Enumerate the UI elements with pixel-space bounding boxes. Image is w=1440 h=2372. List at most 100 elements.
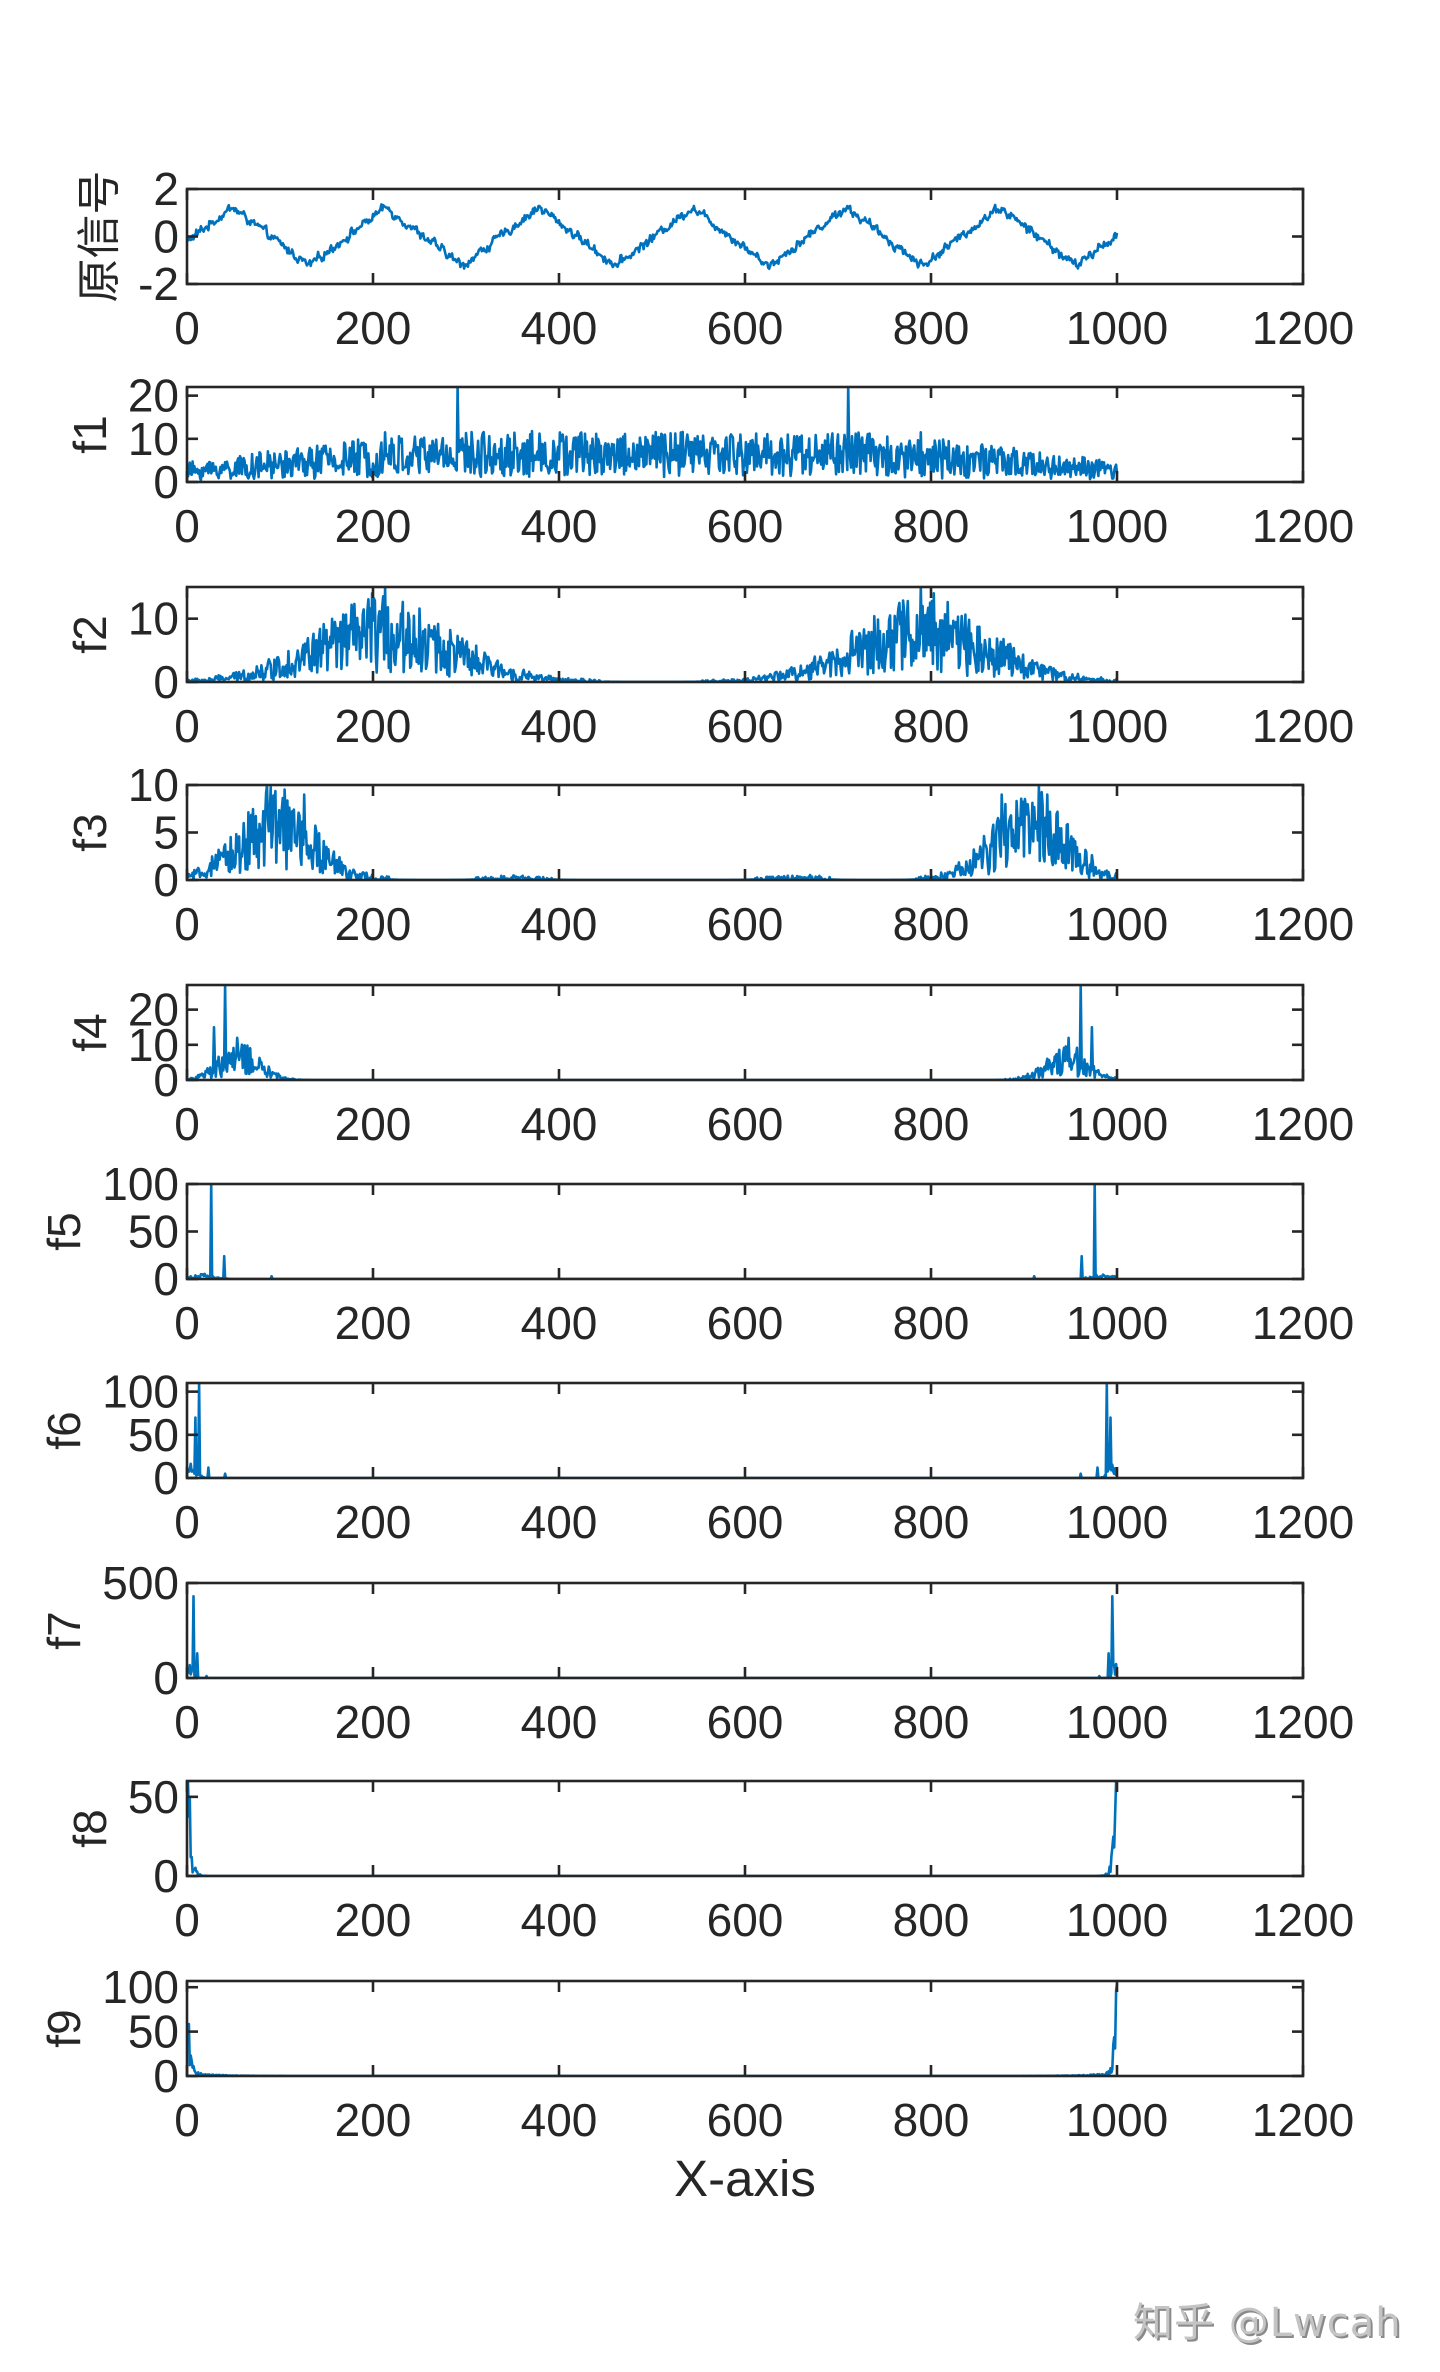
y-axis-label: f9	[38, 2009, 90, 2047]
x-tick-label: 600	[707, 2094, 784, 2146]
y-axis-label: f4	[64, 1013, 116, 1051]
x-tick-label: 1000	[1066, 1098, 1168, 1150]
x-tick-label: 1000	[1066, 302, 1168, 354]
y-tick-label: 2	[153, 163, 179, 215]
y-axis-label: f3	[64, 813, 116, 851]
x-tick-label: 1000	[1066, 1894, 1168, 1946]
x-tick-label: 600	[707, 1696, 784, 1748]
x-tick-label: 400	[521, 1696, 598, 1748]
x-tick-label: 800	[893, 2094, 970, 2146]
x-tick-label: 600	[707, 700, 784, 752]
x-tick-label: 800	[893, 1894, 970, 1946]
y-tick-label: 0	[153, 1652, 179, 1704]
y-tick-label: 0	[153, 656, 179, 708]
y-tick-label: 0	[153, 2050, 179, 2102]
data-line	[187, 785, 1118, 880]
x-tick-label: 600	[707, 1496, 784, 1548]
x-tick-label: 1200	[1252, 500, 1354, 552]
data-line	[187, 1781, 1118, 1876]
x-tick-label: 400	[521, 1894, 598, 1946]
axes-box	[185, 1779, 1305, 1878]
x-tick-label: 1200	[1252, 2094, 1354, 2146]
x-tick-label: 600	[707, 1098, 784, 1150]
x-tick-label: 400	[521, 1297, 598, 1349]
y-tick-label: 10	[128, 1019, 179, 1071]
x-tick-label: 800	[893, 500, 970, 552]
x-tick-label: 1000	[1066, 2094, 1168, 2146]
axes-box	[185, 1182, 1305, 1281]
x-tick-label: 0	[174, 1696, 200, 1748]
x-tick-label: 0	[174, 1297, 200, 1349]
x-tick-label: 600	[707, 1894, 784, 1946]
y-tick-label: 50	[128, 1409, 179, 1461]
data-line	[187, 203, 1119, 270]
y-tick-label: -2	[138, 258, 179, 310]
x-tick-label: 600	[707, 302, 784, 354]
x-tick-label: 1200	[1252, 898, 1354, 950]
x-tick-label: 0	[174, 700, 200, 752]
x-tick-label: 1200	[1252, 1696, 1354, 1748]
subplot-f8: 0 200 400 600 800 1000 1200 0 50 f8	[64, 1771, 1354, 1946]
x-tick-label: 400	[521, 2094, 598, 2146]
x-tick-label: 1000	[1066, 700, 1168, 752]
y-axis-label: f6	[38, 1411, 90, 1449]
x-tick-label: 200	[335, 1297, 412, 1349]
axes-box	[185, 1979, 1305, 2078]
axes-box	[185, 1381, 1305, 1480]
data-line	[187, 387, 1119, 482]
x-tick-label: 400	[521, 898, 598, 950]
x-tick-label: 1000	[1066, 1496, 1168, 1548]
x-tick-label: 800	[893, 1496, 970, 1548]
x-tick-label: 1200	[1252, 1894, 1354, 1946]
y-tick-label: 50	[128, 1206, 179, 1258]
x-tick-label: 800	[893, 1696, 970, 1748]
x-tick-label: 0	[174, 2094, 200, 2146]
x-tick-label: 200	[335, 700, 412, 752]
x-tick-label: 800	[893, 700, 970, 752]
y-tick-label: 0	[153, 854, 179, 906]
data-line	[187, 985, 1119, 1080]
y-tick-label: 100	[102, 1158, 179, 1210]
y-tick-label: 50	[128, 1771, 179, 1823]
x-tick-label: 800	[893, 898, 970, 950]
x-tick-label: 0	[174, 1098, 200, 1150]
x-tick-label: 1200	[1252, 1098, 1354, 1150]
x-tick-label: 1200	[1252, 700, 1354, 752]
x-tick-label: 200	[335, 1894, 412, 1946]
x-tick-label: 200	[335, 302, 412, 354]
x-tick-label: 1000	[1066, 500, 1168, 552]
y-axis-label: f5	[38, 1212, 90, 1250]
y-tick-label: 10	[128, 759, 179, 811]
x-tick-label: 200	[335, 1496, 412, 1548]
x-tick-label: 400	[521, 1496, 598, 1548]
y-tick-label: 5	[153, 807, 179, 859]
y-tick-label: 50	[128, 2006, 179, 2058]
x-tick-label: 200	[335, 1098, 412, 1150]
x-tick-label: 200	[335, 898, 412, 950]
x-tick-label: 400	[521, 500, 598, 552]
x-tick-label: 600	[707, 1297, 784, 1349]
x-tick-label: 1200	[1252, 1297, 1354, 1349]
x-tick-label: 1000	[1066, 1297, 1168, 1349]
y-axis-label: f8	[64, 1809, 116, 1847]
data-line	[187, 1184, 1118, 1279]
x-tick-label: 400	[521, 302, 598, 354]
data-line	[187, 1383, 1119, 1478]
y-tick-label: 0	[153, 1253, 179, 1305]
axes-box	[185, 187, 1305, 286]
y-axis-label: f7	[38, 1611, 90, 1649]
y-tick-label: 0	[153, 1850, 179, 1902]
y-tick-label: 10	[128, 593, 179, 645]
x-tick-label: 0	[174, 500, 200, 552]
x-tick-label: 0	[174, 1496, 200, 1548]
y-tick-label: 0	[153, 1452, 179, 1504]
x-tick-label: 600	[707, 898, 784, 950]
y-tick-label: 20	[128, 370, 179, 422]
x-tick-label: 1000	[1066, 898, 1168, 950]
